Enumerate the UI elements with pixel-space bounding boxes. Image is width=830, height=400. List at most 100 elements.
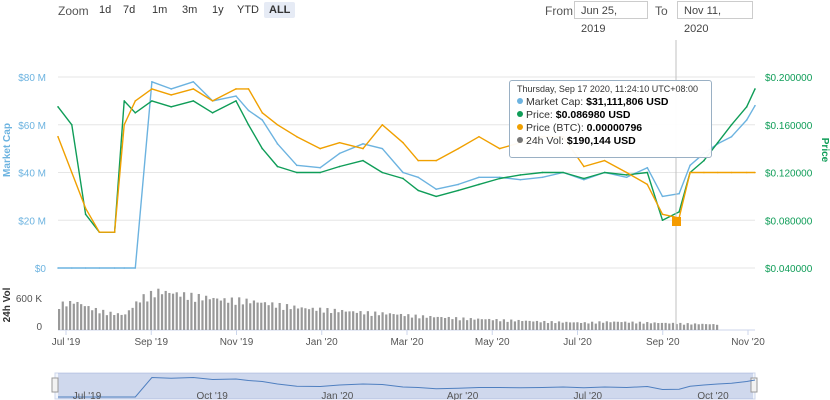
tooltip-row-market-cap: Market Cap: $31,111,806 USD — [517, 96, 704, 109]
data-point — [435, 195, 437, 198]
data-point — [435, 188, 437, 191]
volume-bar — [352, 311, 355, 330]
volume-bar — [425, 317, 428, 330]
data-point — [716, 171, 719, 174]
data-point — [247, 109, 250, 112]
x-tick-label: Sep '19 — [134, 337, 168, 348]
volume-bar — [377, 315, 381, 330]
data-point — [519, 174, 522, 176]
volume-bar — [495, 319, 498, 330]
x-tick-label: Sep '20 — [646, 337, 680, 348]
volume-bar — [216, 298, 219, 330]
data-point — [646, 166, 649, 169]
volume-bar — [682, 324, 686, 330]
zoom-1m-button[interactable]: 1m — [152, 4, 168, 16]
volume-bar — [660, 322, 664, 330]
navigator-tick-label: Oct '20 — [697, 391, 729, 400]
volume-bar — [293, 305, 296, 330]
data-point — [646, 171, 649, 174]
volume-bar — [124, 314, 127, 330]
volume-bar — [458, 320, 461, 330]
volume-bar — [83, 306, 86, 330]
volume-bar — [271, 302, 274, 330]
price-dot-icon — [517, 111, 523, 117]
volume-bar — [105, 315, 108, 330]
data-point — [689, 164, 691, 167]
x-tick-label: May '20 — [475, 337, 510, 348]
left-tick-label: $0 — [35, 264, 47, 275]
volume-bar — [109, 311, 112, 330]
volume-bar — [385, 314, 388, 330]
volume-bar — [697, 324, 700, 330]
data-point — [192, 88, 195, 90]
volume-bar — [591, 321, 594, 330]
volume-bar — [407, 314, 410, 330]
data-point — [583, 165, 585, 168]
data-point — [678, 211, 680, 213]
volume-bar — [58, 309, 61, 330]
zoom-all-button[interactable]: ALL — [264, 2, 296, 18]
market-cap-dot-icon — [517, 98, 523, 104]
left-tick-label: $80 M — [18, 73, 46, 84]
volume-bar — [65, 306, 68, 330]
data-point — [113, 267, 116, 269]
volume-bar — [546, 323, 550, 330]
volume-bar — [87, 306, 90, 330]
volume-bar — [370, 315, 373, 330]
data-point — [562, 171, 564, 174]
hover-tooltip: Thursday, Sep 17 2020, 11:24:10 UTC+08:0… — [509, 80, 712, 158]
volume-bar — [69, 300, 72, 330]
volume-tick-label: 0 — [36, 322, 42, 333]
volume-bar — [436, 316, 439, 330]
data-point — [457, 147, 460, 150]
volume-bar — [572, 322, 575, 330]
data-point — [113, 231, 116, 233]
volume-bar — [238, 297, 241, 330]
volume-axis-title: 24h Vol — [2, 287, 13, 322]
zoom-7d-button[interactable]: 7d — [123, 4, 136, 16]
volume-bar — [311, 307, 314, 330]
volume-bar — [76, 301, 79, 330]
data-point — [134, 112, 137, 114]
chart-toolbar: Zoom 1d 7d 1m 3m 1y YTD ALL From Jun 25,… — [0, 0, 830, 35]
volume-bar — [300, 307, 303, 330]
volume-bar — [326, 308, 329, 330]
data-point — [84, 213, 87, 216]
left-axis-title: Market Cap — [2, 123, 13, 177]
volume-bar — [72, 303, 75, 330]
navigator[interactable]: Jul '19 Oct '19 Jan '20 Apr '20 Jul '20 Oct '… — [51, 372, 758, 400]
data-point — [319, 147, 322, 150]
data-point — [478, 176, 480, 179]
volume-bar — [649, 323, 653, 330]
volume-bar — [234, 304, 237, 330]
volume-bar — [701, 323, 704, 330]
from-date-input[interactable]: Jun 25, 2019 — [574, 1, 648, 35]
zoom-1y-button[interactable]: 1y — [212, 4, 224, 16]
data-point — [625, 176, 628, 179]
volume-bar — [532, 321, 535, 330]
volume-bar — [249, 303, 252, 330]
data-point — [57, 106, 59, 108]
zoom-ytd-button[interactable]: YTD — [237, 4, 259, 16]
volume-bar — [403, 316, 406, 330]
volume-bar — [583, 322, 586, 330]
data-point — [151, 100, 153, 102]
right-tick-label: $0.040000 — [765, 264, 813, 275]
data-point — [435, 159, 437, 162]
volume-bar — [146, 301, 149, 330]
price-btc-dot-icon — [517, 124, 523, 130]
volume-bar — [285, 304, 289, 330]
volume-bar — [524, 320, 528, 330]
volume-bar — [142, 294, 145, 330]
volume-bar — [451, 319, 454, 330]
volume-bar — [113, 315, 116, 330]
zoom-1d-button[interactable]: 1d — [99, 4, 112, 16]
hover-marker — [672, 217, 681, 226]
to-date-input[interactable]: Nov 11, 2020 — [677, 1, 753, 35]
zoom-3m-button[interactable]: 3m — [182, 4, 198, 16]
series-lines — [57, 80, 756, 269]
volume-bar — [480, 319, 483, 330]
volume-bar — [716, 324, 719, 330]
volume-bar — [252, 300, 256, 330]
